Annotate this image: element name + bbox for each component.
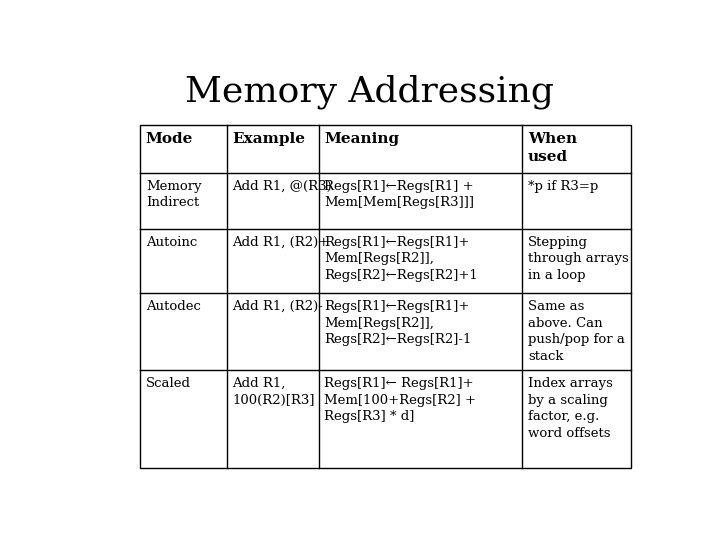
Text: Same as
above. Can
push/pop for a
stack: Same as above. Can push/pop for a stack [528,300,625,363]
Text: Meaning: Meaning [324,132,400,146]
Text: Regs[R1]←Regs[R1] +
Mem[Mem[Regs[R3]]]: Regs[R1]←Regs[R1] + Mem[Mem[Regs[R3]]] [324,180,474,209]
Text: *p if R3=p: *p if R3=p [528,180,598,193]
Text: Add R1, (R2)-: Add R1, (R2)- [233,300,323,313]
Text: Autoinc: Autoinc [145,235,197,249]
Text: Scaled: Scaled [145,377,191,390]
Text: Memory Addressing: Memory Addressing [184,75,554,109]
Text: Regs[R1]←Regs[R1]+
Mem[Regs[R2]],
Regs[R2]←Regs[R2]-1: Regs[R1]←Regs[R1]+ Mem[Regs[R2]], Regs[R… [324,300,472,346]
Text: Index arrays
by a scaling
factor, e.g.
word offsets: Index arrays by a scaling factor, e.g. w… [528,377,613,440]
Text: Add R1,
100(R2)[R3]: Add R1, 100(R2)[R3] [233,377,315,407]
Bar [140,125,631,468]
Text: Regs[R1]← Regs[R1]+
Mem[100+Regs[R2] +
Regs[R3] * d]: Regs[R1]← Regs[R1]+ Mem[100+Regs[R2] + R… [324,377,477,423]
Text: Memory
Indirect: Memory Indirect [145,180,202,209]
Text: Regs[R1]←Regs[R1]+
Mem[Regs[R2]],
Regs[R2]←Regs[R2]+1: Regs[R1]←Regs[R1]+ Mem[Regs[R2]], Regs[R… [324,235,478,282]
Text: Mode: Mode [145,132,193,146]
Text: Autodec: Autodec [145,300,201,313]
Text: Example: Example [233,132,305,146]
Text: Stepping
through arrays
in a loop: Stepping through arrays in a loop [528,235,629,282]
Text: Add R1, @(R3): Add R1, @(R3) [233,180,332,193]
Text: When
used: When used [528,132,577,164]
Text: Add R1, (R2)+: Add R1, (R2)+ [233,235,330,249]
